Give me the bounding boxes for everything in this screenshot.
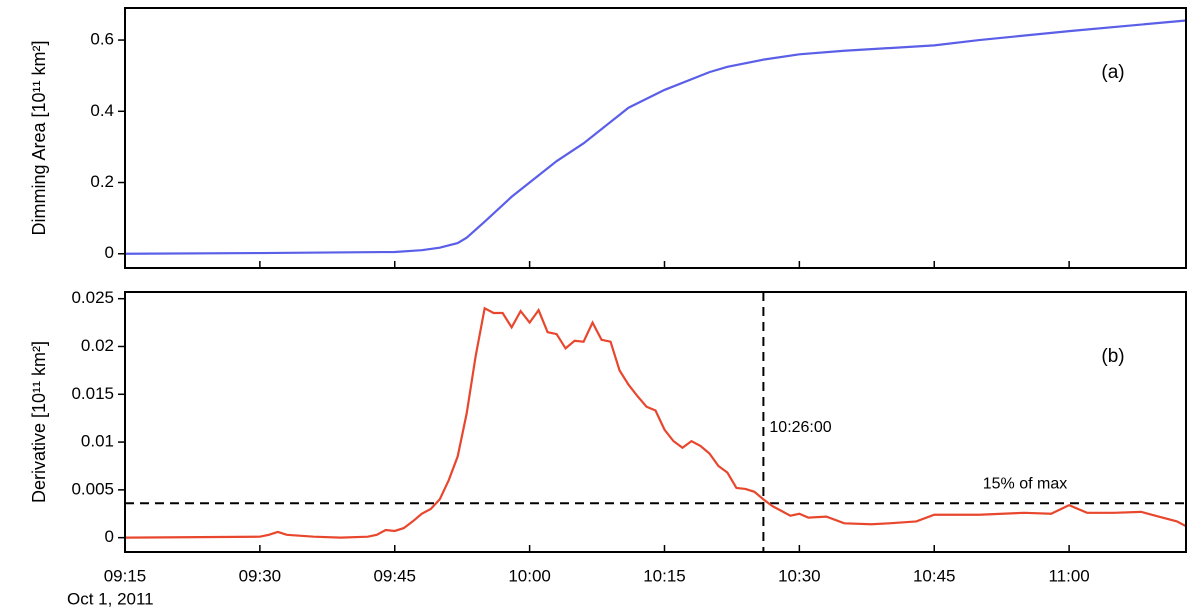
y-tick-label: 0 — [105, 243, 114, 262]
y-tick-label: 0.01 — [81, 432, 114, 451]
x-axis-label: Oct 1, 2011 — [67, 589, 154, 608]
y-axis-label: Derivative [10¹¹ km²] — [29, 341, 49, 503]
x-tick-label: 09:30 — [239, 566, 282, 585]
data-line — [124, 19, 1187, 255]
y-tick-label: 0.02 — [81, 336, 114, 355]
y-tick-label: 0 — [105, 527, 114, 546]
x-tick-label: 09:45 — [373, 566, 416, 585]
y-tick-label: 0.025 — [71, 288, 114, 307]
x-tick-label: 10:30 — [778, 566, 821, 585]
plot-frame — [124, 7, 1187, 269]
x-tick-label: 11:00 — [1048, 566, 1089, 585]
panel-label: (a) — [1101, 62, 1124, 83]
x-tick-label: 10:45 — [913, 566, 956, 585]
threshold-label: 15% of max — [983, 475, 1067, 492]
time-marker-label: 10:26:00 — [769, 419, 831, 436]
panel-label: (b) — [1101, 346, 1124, 367]
y-tick-label: 0.4 — [90, 101, 114, 120]
data-line — [124, 306, 1187, 539]
x-tick-label: 10:15 — [643, 566, 686, 585]
x-tick-label: 09:15 — [104, 566, 147, 585]
y-tick-label: 0.015 — [71, 384, 114, 403]
y-tick-label: 0.005 — [71, 479, 114, 498]
plot-frame — [124, 291, 1187, 553]
x-tick-label: 10:00 — [508, 566, 551, 585]
y-axis-label: Dimming Area [10¹¹ km²] — [29, 40, 49, 235]
y-tick-label: 0.2 — [90, 172, 114, 191]
y-tick-label: 0.6 — [90, 30, 114, 49]
